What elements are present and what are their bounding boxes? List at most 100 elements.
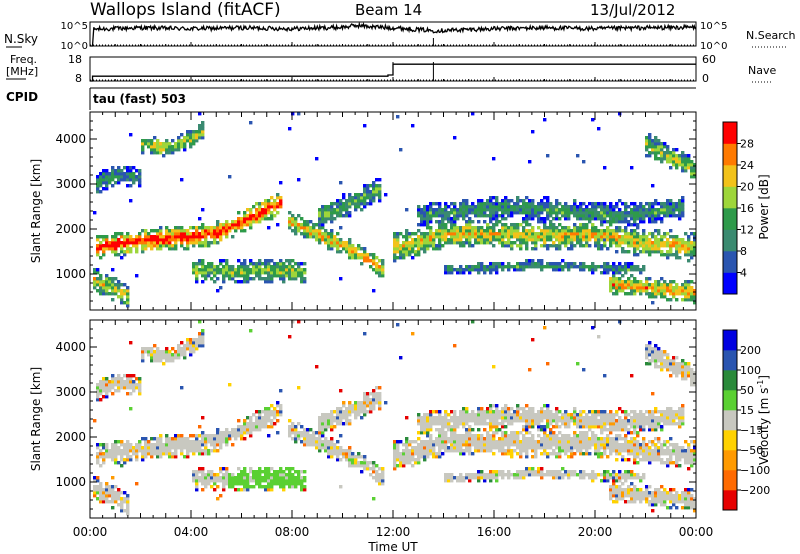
power-cell	[675, 202, 679, 206]
power-cell	[528, 223, 532, 227]
power-cell	[246, 280, 250, 284]
velocity-cell	[483, 416, 487, 420]
power-cell	[570, 241, 574, 245]
velocity-cell	[351, 461, 355, 465]
velocity-cell	[564, 446, 568, 450]
power-cell	[669, 160, 673, 164]
velocity-cell	[486, 449, 490, 453]
power-cell	[630, 244, 634, 248]
velocity-cell	[498, 437, 502, 441]
power-cell	[549, 226, 553, 230]
velocity-cell	[309, 443, 313, 447]
velocity-cell	[426, 446, 430, 450]
velocity-cell	[105, 389, 109, 393]
velocity-cell	[336, 413, 340, 417]
power-cell	[240, 265, 244, 269]
velocity-cell	[270, 413, 274, 417]
power-cell	[246, 217, 250, 221]
power-cell	[486, 241, 490, 245]
power-cell	[513, 205, 517, 209]
velocity-cell	[216, 479, 220, 483]
velocity-cell	[486, 473, 490, 477]
power-cell	[282, 265, 286, 269]
power-cell	[618, 262, 622, 266]
velocity-cell	[420, 452, 424, 456]
velocity-cell	[258, 419, 262, 423]
power-cell	[588, 265, 592, 269]
power-cell	[657, 214, 661, 218]
power-cell	[543, 244, 547, 248]
velocity-cell	[573, 419, 577, 423]
velocity-cell	[405, 452, 409, 456]
power-cell	[447, 268, 451, 272]
velocity-cell	[465, 476, 469, 480]
power-cell	[402, 256, 406, 260]
power-cell	[627, 250, 631, 254]
power-cell	[627, 205, 631, 209]
power-cell	[492, 265, 496, 269]
velocity-cell	[414, 446, 418, 450]
power-cell	[516, 238, 520, 242]
power-cell	[549, 238, 553, 242]
velocity-cell	[468, 443, 472, 447]
power-cell	[114, 241, 118, 245]
power-cell	[555, 202, 559, 206]
power-cell	[579, 211, 583, 215]
velocity-cell	[579, 413, 583, 417]
velocity-cell	[540, 413, 544, 417]
velocity-cell	[351, 404, 355, 408]
power-cell	[267, 217, 271, 221]
power-cell	[267, 202, 271, 206]
power-cell	[111, 169, 115, 173]
power-cell	[243, 229, 247, 233]
velocity-cell	[441, 452, 445, 456]
power-cell	[573, 226, 577, 230]
power-cell	[627, 277, 631, 281]
power-cell	[405, 232, 409, 236]
power-cell	[447, 211, 451, 215]
power-cell	[480, 199, 484, 203]
velocity-cell	[378, 476, 382, 480]
power-cell	[534, 241, 538, 245]
power-cell	[639, 208, 643, 212]
velocity-cell	[213, 488, 217, 492]
velocity-cell	[366, 392, 370, 396]
velocity-cell	[480, 449, 484, 453]
power-cell	[645, 247, 649, 251]
power-cell	[225, 274, 229, 278]
velocity-cell	[573, 440, 577, 444]
power-cell	[624, 211, 628, 215]
power-cell	[378, 187, 382, 191]
velocity-cell	[555, 413, 559, 417]
velocity-cell	[378, 482, 382, 486]
velocity-cell	[225, 431, 229, 435]
power-cell	[468, 217, 472, 221]
power-cell	[219, 271, 223, 275]
velocity-cell	[414, 461, 418, 465]
velocity-cell	[405, 461, 409, 465]
power-cell	[624, 217, 628, 221]
velocity-cell	[249, 428, 253, 432]
velocity-cell	[420, 449, 424, 453]
velocity-cell	[444, 476, 448, 480]
velocity-cell	[612, 470, 616, 474]
power-cell	[552, 262, 556, 266]
power-cell	[630, 262, 634, 266]
power-cell	[522, 268, 526, 272]
power-cell	[507, 199, 511, 203]
velocity-cell	[498, 470, 502, 474]
velocity-cell	[453, 425, 457, 429]
velocity-cell	[312, 431, 316, 435]
velocity-cell	[288, 431, 292, 435]
power-cell	[600, 271, 604, 275]
power-cell	[246, 265, 250, 269]
power-cell	[375, 190, 379, 194]
velocity-cell	[465, 428, 469, 432]
velocity-cell	[558, 443, 562, 447]
power-cell	[651, 145, 655, 149]
velocity-cell	[162, 350, 166, 354]
velocity-cell	[513, 449, 517, 453]
velocity-cell	[510, 416, 514, 420]
velocity-cell	[456, 476, 460, 480]
power-cell	[123, 292, 127, 296]
